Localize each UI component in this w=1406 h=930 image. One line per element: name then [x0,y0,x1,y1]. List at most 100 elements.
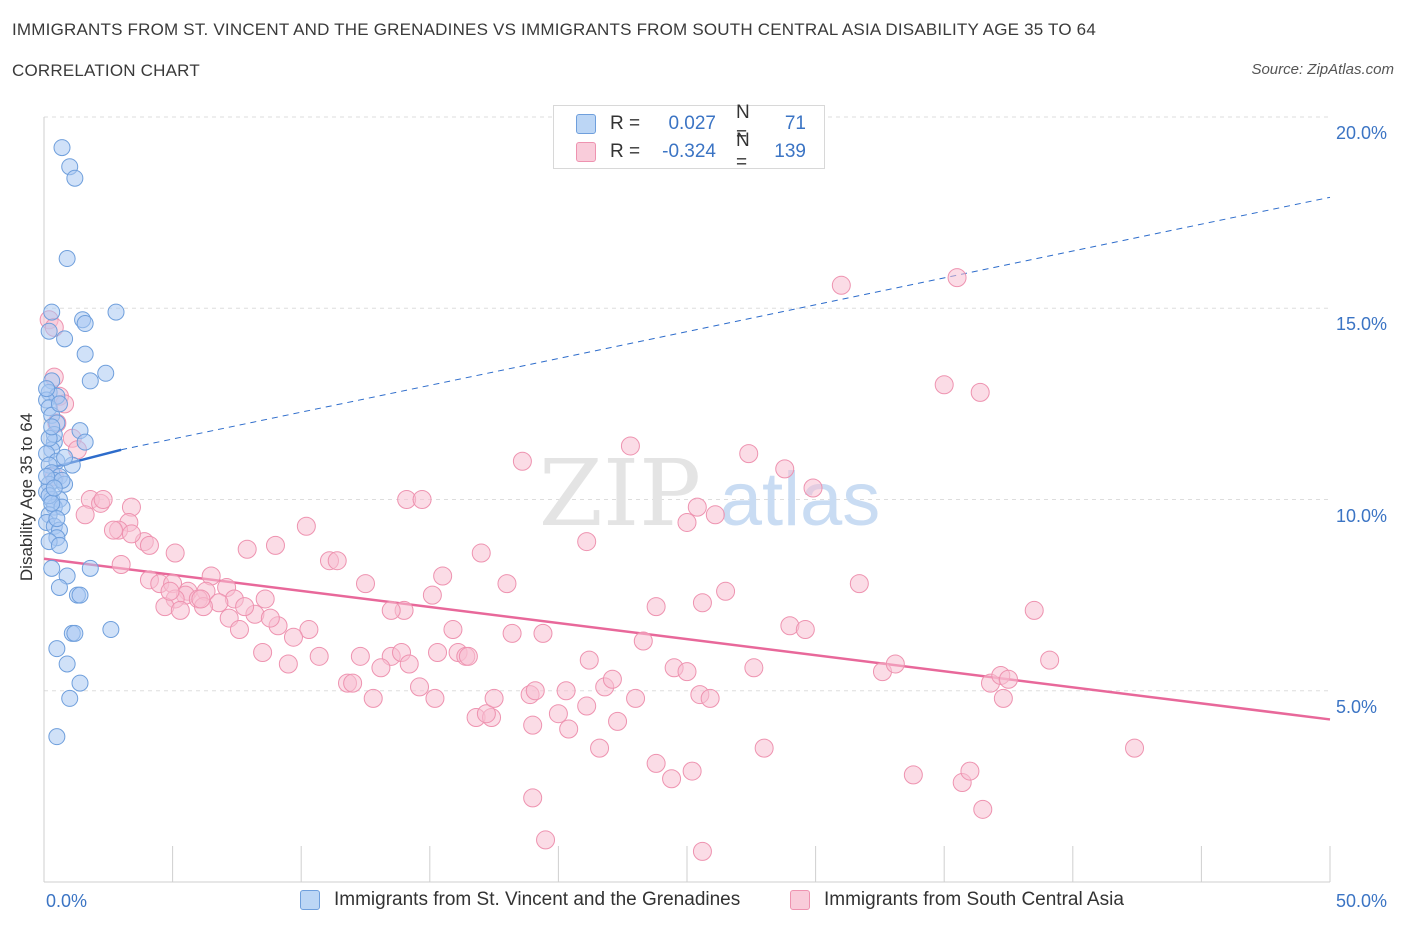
data-point-st-vincent [50,536,68,554]
data-point-south-central-asia [523,788,543,808]
chart-subtitle: CORRELATION CHART [12,61,200,80]
data-point-st-vincent [58,655,76,673]
data-point-south-central-asia [620,436,640,456]
data-point-south-central-asia [371,658,391,678]
data-point-st-vincent [40,322,58,340]
data-point-south-central-asia [443,620,463,640]
data-point-south-central-asia [536,830,556,850]
bottom-legend-label-blue: Immigrants from St. Vincent and the Gren… [334,889,741,910]
data-point-south-central-asia [428,643,448,662]
data-point-st-vincent [102,621,120,639]
data-point-south-central-asia [363,688,383,708]
y-tick-label: 10.0% [1336,505,1388,526]
y-tick-label: 15.0% [1336,314,1388,335]
data-point-st-vincent [43,303,61,321]
data-point-south-central-asia [608,711,628,731]
data-point-st-vincent [48,510,66,528]
data-point-south-central-asia [970,382,990,402]
data-point-south-central-asia [523,715,543,735]
data-point-south-central-asia [739,444,759,464]
source-label: Source: ZipAtlas.com [1251,61,1394,78]
data-point-south-central-asia [677,512,697,532]
data-point-st-vincent [43,494,61,512]
data-point-south-central-asia [139,535,159,555]
data-point-south-central-asia [399,654,419,674]
legend-n-value: 71 [784,113,806,134]
data-point-south-central-asia [548,704,568,724]
data-point-south-central-asia [235,597,255,617]
data-point-st-vincent [56,448,74,466]
data-point-st-vincent [53,139,71,157]
data-point-south-central-asia [350,646,370,666]
series-st-vincent [38,139,125,746]
data-point-st-vincent [71,586,89,604]
data-point-south-central-asia [775,459,795,479]
data-point-st-vincent [56,330,74,348]
data-point-st-vincent [107,303,125,321]
data-point-st-vincent [97,364,115,382]
data-point-south-central-asia [692,841,712,861]
bottom-legend-item-blue: Immigrants from St. Vincent and the Gren… [300,889,740,911]
data-point-south-central-asia [646,597,666,617]
series-south-central-asia [39,268,1145,861]
legend-n-label: N = [736,130,750,173]
data-point-south-central-asia [93,490,113,509]
data-point-south-central-asia [993,688,1013,708]
data-point-south-central-asia [296,516,316,536]
data-point-st-vincent [66,624,84,642]
legend-r-label: R = [610,141,641,162]
chart-title: IMMIGRANTS FROM ST. VINCENT AND THE GREN… [12,20,1096,39]
data-point-south-central-asia [356,574,375,594]
data-point-south-central-asia [590,738,610,758]
data-point-south-central-asia [412,490,432,509]
data-point-south-central-asia [744,658,764,678]
data-point-south-central-asia [425,688,445,708]
watermark-atlas: atlas [720,457,881,542]
data-point-south-central-asia [458,646,478,666]
data-point-south-central-asia [754,738,774,758]
y-axis-label: Disability Age 35 to 64 [17,412,36,582]
data-point-south-central-asia [260,608,280,628]
data-point-south-central-asia [1024,600,1044,620]
data-point-south-central-asia [512,451,532,471]
data-point-south-central-asia [903,765,923,785]
data-point-st-vincent [50,578,68,596]
data-point-st-vincent [58,250,76,268]
trend-line-st-vincent-extrapolated [121,196,1331,451]
data-point-south-central-asia [502,623,522,643]
data-point-south-central-asia [803,478,823,498]
data-point-south-central-asia [111,555,131,575]
data-point-south-central-asia [255,589,275,609]
data-point-south-central-asia [121,524,141,544]
legend-r-value: -0.324 [662,141,716,162]
data-point-st-vincent [66,169,84,187]
y-tick-label: 5.0% [1336,696,1378,717]
data-point-south-central-asia [476,704,496,724]
data-point-south-central-asia [999,669,1018,689]
data-point-south-central-asia [692,593,712,613]
data-point-south-central-asia [960,761,980,781]
data-point-south-central-asia [229,620,249,640]
data-point-south-central-asia [191,589,211,609]
data-point-south-central-asia [687,497,707,517]
data-point-south-central-asia [103,520,123,540]
legend-n-label: N = [736,102,750,145]
data-point-st-vincent [38,380,56,398]
data-point-south-central-asia [934,375,954,395]
legend-swatch-pink [576,142,596,162]
data-point-south-central-asia [343,673,363,693]
data-point-south-central-asia [577,696,597,716]
data-point-south-central-asia [559,719,579,739]
legend-row-pink: R = -0.324 N = 139 [576,130,806,173]
data-point-st-vincent [81,372,99,390]
legend-n-value: 139 [774,141,806,162]
legend-r-value: 0.027 [668,113,716,134]
data-point-south-central-asia [602,669,622,689]
x-tick-label-min: 0.0% [46,891,88,911]
data-point-south-central-asia [716,581,736,601]
data-point-south-central-asia [885,654,905,674]
data-point-south-central-asia [556,681,576,701]
data-point-south-central-asia [410,677,430,697]
data-point-st-vincent [43,418,61,436]
